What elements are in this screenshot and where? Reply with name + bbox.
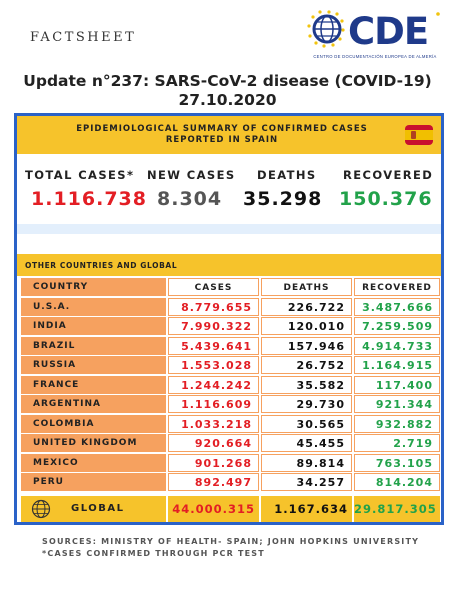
page-title: Update n°237: SARS-CoV-2 disease (COVID-…: [23, 72, 432, 109]
table-row: BRAZIL 5.439.641 157.946 4.914.733: [17, 336, 441, 356]
pcr-note: *CASES CONFIRMED THROUGH PCR TEST: [42, 549, 265, 558]
footer: SOURCES: MINISTRY OF HEALTH- SPAIN; JOHN…: [42, 536, 419, 560]
global-recovered: 29.817.305: [354, 496, 440, 522]
table-row: MEXICO 901.268 89.814 763.105: [17, 453, 441, 473]
country-cell: U.S.A.: [21, 297, 166, 316]
sources-note: SOURCES: MINISTRY OF HEALTH- SPAIN; JOHN…: [42, 537, 420, 546]
cde-logo: CDE CENTRO DE DOCUMENTACIÓN EUROPEA DE A…: [300, 6, 450, 66]
deaths-cell: 157.946: [261, 336, 352, 355]
cde-logo-text: CDE: [348, 10, 429, 50]
recovered-cell: 932.882: [354, 414, 440, 433]
deaths-cell: 29.730: [261, 395, 352, 413]
recovered-label: RECOVERED: [343, 168, 434, 182]
country-cell: INDIA: [21, 317, 166, 335]
deaths-cell: 26.752: [261, 356, 352, 374]
other-countries-heading: OTHER COUNTRIES AND GLOBAL: [25, 261, 178, 270]
cases-cell: 7.990.322: [168, 317, 259, 335]
spain-flag-icon: [405, 125, 433, 145]
epidemiological-summary-banner: EPIDEMIOLOGICAL SUMMARY OF CONFIRMED CAS…: [17, 116, 441, 154]
country-cell: PERU: [21, 473, 166, 491]
other-countries-banner: OTHER COUNTRIES AND GLOBAL: [17, 254, 441, 276]
table-header-row: COUNTRY CASES DEATHS RECOVERED: [17, 278, 441, 297]
epi-heading-line-1: EPIDEMIOLOGICAL SUMMARY OF CONFIRMED CAS…: [76, 124, 368, 134]
country-cell: UNITED KINGDOM: [21, 434, 166, 452]
new-cases-label: NEW CASES: [147, 168, 236, 182]
global-deaths: 1.167.634: [261, 496, 352, 522]
deaths-cell: 34.257: [261, 473, 352, 491]
cde-logo-tagline: CENTRO DE DOCUMENTACIÓN EUROPEA DE ALMER…: [313, 54, 437, 59]
country-cell: ARGENTINA: [21, 395, 166, 413]
cases-cell: 892.497: [168, 473, 259, 491]
table-row: U.S.A. 8.779.655 226.722 3.487.666: [17, 297, 441, 317]
deaths-cell: 35.582: [261, 375, 352, 394]
deaths-cell: 30.565: [261, 414, 352, 433]
recovered-cell: 3.487.666: [354, 297, 440, 316]
table-row: INDIA 7.990.322 120.010 7.259.509: [17, 317, 441, 336]
deaths-cell: 45.455: [261, 434, 352, 452]
cases-column-header: CASES: [168, 278, 259, 296]
deaths-column-header: DEATHS: [261, 278, 352, 296]
cases-cell: 901.268: [168, 453, 259, 472]
recovered-cell: 7.259.509: [354, 317, 440, 335]
country-cell: RUSSIA: [21, 356, 166, 374]
factsheet-label: FACTSHEET: [30, 30, 137, 45]
deaths-cell: 89.814: [261, 453, 352, 472]
total-cases-value: 1.116.738: [31, 188, 147, 210]
summary-panel: EPIDEMIOLOGICAL SUMMARY OF CONFIRMED CAS…: [14, 113, 444, 525]
recovered-column-header: RECOVERED: [354, 278, 440, 296]
new-cases-value: 8.304: [157, 188, 223, 210]
table-row: ARGENTINA 1.116.609 29.730 921.344: [17, 395, 441, 414]
country-cell: BRAZIL: [21, 336, 166, 355]
country-cell: COLOMBIA: [21, 414, 166, 433]
table-row: RUSSIA 1.553.028 26.752 1.164.915: [17, 356, 441, 375]
recovered-cell: 4.914.733: [354, 336, 440, 355]
cases-cell: 8.779.655: [168, 297, 259, 316]
table-row: UNITED KINGDOM 920.664 45.455 2.719: [17, 434, 441, 453]
svg-text:CDE: CDE: [348, 10, 428, 50]
recovered-cell: 814.204: [354, 473, 440, 491]
recovered-cell: 2.719: [354, 434, 440, 452]
cases-cell: 1.033.218: [168, 414, 259, 433]
cases-cell: 920.664: [168, 434, 259, 452]
recovered-cell: 117.400: [354, 375, 440, 394]
epidemiological-summary-heading: EPIDEMIOLOGICAL SUMMARY OF CONFIRMED CAS…: [57, 124, 387, 146]
recovered-cell: 921.344: [354, 395, 440, 413]
total-cases-label: TOTAL CASES*: [25, 168, 135, 182]
recovered-cell: 763.105: [354, 453, 440, 472]
cde-logo-mark: [307, 10, 440, 48]
global-label-cell: GLOBAL: [21, 496, 166, 522]
table-row: COLOMBIA 1.033.218 30.565 932.882: [17, 414, 441, 434]
global-cases: 44.000.315: [168, 496, 259, 522]
table-row: FRANCE 1.244.242 35.582 117.400: [17, 375, 441, 395]
global-label: GLOBAL: [71, 503, 125, 514]
table-row: PERU 892.497 34.257 814.204: [17, 473, 441, 492]
recovered-value: 150.376: [339, 188, 433, 210]
global-row: GLOBAL 44.000.315 1.167.634 29.817.305: [17, 496, 441, 522]
deaths-label: DEATHS: [257, 168, 317, 182]
cases-cell: 5.439.641: [168, 336, 259, 355]
globe-icon: [31, 499, 51, 519]
country-cell: MEXICO: [21, 453, 166, 472]
deaths-cell: 226.722: [261, 297, 352, 316]
cases-cell: 1.553.028: [168, 356, 259, 374]
epi-heading-line-2: REPORTED IN SPAIN: [165, 135, 279, 145]
deaths-cell: 120.010: [261, 317, 352, 335]
country-column-header: COUNTRY: [21, 278, 166, 296]
deaths-value: 35.298: [243, 188, 323, 210]
separator-band: [17, 224, 441, 234]
country-cell: FRANCE: [21, 375, 166, 394]
recovered-cell: 1.164.915: [354, 356, 440, 374]
cases-cell: 1.244.242: [168, 375, 259, 394]
cases-cell: 1.116.609: [168, 395, 259, 413]
